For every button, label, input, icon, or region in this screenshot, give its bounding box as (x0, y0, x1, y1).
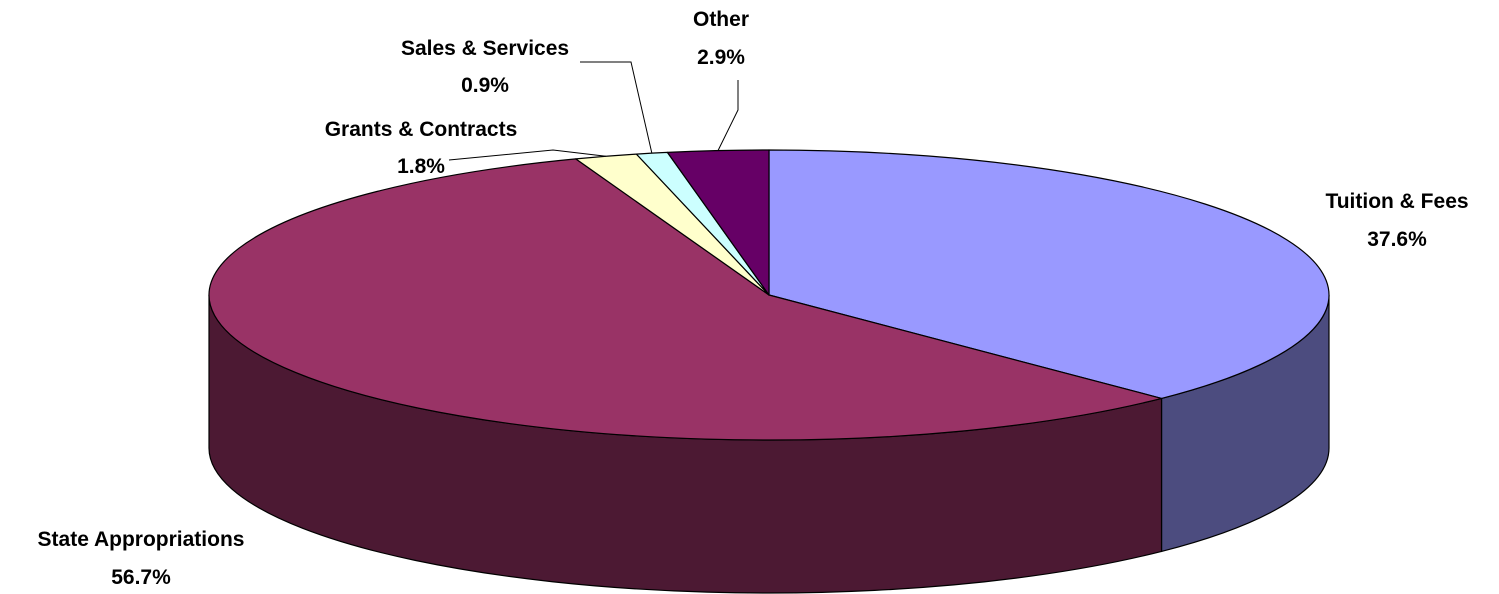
label-state-appropriations-percent: 56.7% (111, 566, 171, 589)
slice-labels: Tuition & Fees 37.6% State Appropriation… (38, 8, 1469, 589)
slice-state-appropriations (208, 158, 1163, 441)
slice-other (666, 149, 770, 296)
slice-tuition-fees (768, 149, 1330, 400)
leader-lines (448, 61, 739, 161)
pie-sides (208, 294, 1330, 594)
label-tuition-fees-name: Tuition & Fees (1325, 190, 1468, 213)
label-sales-services-percent: 0.9% (461, 74, 509, 97)
leader-line-other (717, 80, 739, 151)
label-tuition-fees-percent: 37.6% (1367, 228, 1427, 251)
pie-tops (208, 149, 1330, 441)
label-other-percent: 2.9% (697, 46, 745, 69)
label-grants-contracts-name: Grants & Contracts (325, 118, 518, 141)
leader-line-grants-contracts (448, 149, 606, 161)
leader-line-sales-services (580, 61, 653, 154)
label-other-name: Other (693, 8, 749, 31)
label-grants-contracts-percent: 1.8% (397, 155, 445, 178)
label-sales-services-name: Sales & Services (401, 37, 569, 60)
label-state-appropriations-name: State Appropriations (38, 528, 245, 551)
